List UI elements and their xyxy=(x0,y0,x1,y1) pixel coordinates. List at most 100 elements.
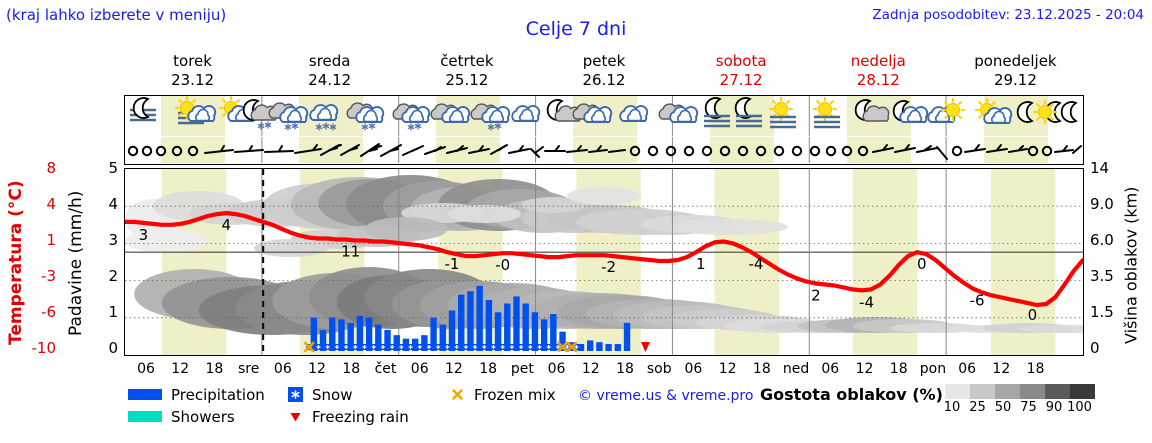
snow-marker xyxy=(370,344,377,350)
cloud-height-tick: 9.0 xyxy=(1090,195,1114,213)
snow-marker xyxy=(425,344,432,350)
time-tick-label: čet xyxy=(374,361,397,377)
snow-marker xyxy=(315,344,322,350)
temperature-tick: 4 xyxy=(46,195,56,213)
cloud-density-blob xyxy=(668,219,789,235)
day-column-torek: torek 23.12 xyxy=(124,52,261,92)
forecast-plot[interactable]: 3 4 11 -1 -0 -2 1 -4 2 -4 0 -6 0 xyxy=(124,168,1084,356)
cloud-density-blob xyxy=(125,229,208,253)
precipitation-tick: 0 xyxy=(108,339,118,357)
time-tick-label: pet xyxy=(510,361,534,377)
snow-marker xyxy=(481,344,488,350)
temperature-line xyxy=(125,211,1083,308)
cloud-density-tick: 90 xyxy=(1045,400,1063,415)
snow-marker xyxy=(343,344,350,350)
weather-icon-strip xyxy=(124,95,1084,137)
wind-barbs-svg xyxy=(127,137,1082,163)
cloud-density-step xyxy=(995,384,1020,399)
cloud-height-tick: 14 xyxy=(1090,159,1110,177)
time-tick-label: sre xyxy=(237,361,260,377)
snow-marker xyxy=(379,344,386,350)
precipitation-tick: 1 xyxy=(108,303,118,321)
temperature-tick: -10 xyxy=(31,339,57,357)
snow-marker xyxy=(508,344,515,350)
precipitation-bar xyxy=(467,291,474,351)
snow-marker xyxy=(453,344,460,350)
day-name: sreda xyxy=(308,52,351,70)
snow-marker xyxy=(333,344,340,350)
precipitation-bar xyxy=(319,329,327,351)
time-tick-label: 18 xyxy=(752,361,771,377)
legend-item-freezing-rain: Freezing rain xyxy=(288,406,409,427)
time-tick-label: 06 xyxy=(137,361,155,377)
legend-item-frozen-mix: Frozen mix xyxy=(450,384,556,405)
cloud-density-blob xyxy=(521,197,586,213)
time-tick-label: ned xyxy=(782,361,810,377)
legend-item-precipitation: Precipitation xyxy=(128,384,265,405)
cloud-density-blob xyxy=(567,187,641,205)
precipitation-axis-title: Padavine (mm/h) xyxy=(66,190,86,336)
legend-label-precipitation: Precipitation xyxy=(171,385,265,404)
snow-icon xyxy=(288,387,303,402)
day-column-ponedeljek: ponedeljek 29.12 xyxy=(947,52,1084,92)
snow-marker xyxy=(444,344,451,350)
precipitation-bar xyxy=(586,340,594,351)
snow-marker xyxy=(435,344,442,350)
day-name: nedelja xyxy=(850,52,906,70)
cloud-height-tick: 3.5 xyxy=(1090,267,1114,285)
forecast-plot-svg: 3 4 11 -1 -0 -2 1 -4 2 -4 0 -6 0 xyxy=(125,169,1083,355)
precipitation-bar xyxy=(623,322,631,351)
snow-marker xyxy=(352,344,359,350)
snow-marker xyxy=(472,344,479,350)
showers-swatch xyxy=(128,411,162,422)
temperature-value-label: 0 xyxy=(1028,306,1038,324)
cloud-density-step xyxy=(970,384,995,399)
time-axis: 06 12 18 sre 06 12 18 čet 06 12 18 pet 06 12 18 sob 06 12… xyxy=(124,360,1084,380)
time-tick-label: 06 xyxy=(273,361,292,377)
temperature-value-label: -4 xyxy=(859,293,874,311)
time-tick-label: 12 xyxy=(992,361,1011,377)
temperature-tick: -3 xyxy=(41,267,56,285)
snow-marker xyxy=(545,344,552,350)
cloud-height-tick: 0 xyxy=(1090,339,1100,357)
snow-marker xyxy=(416,344,423,350)
precipitation-bar xyxy=(430,317,437,351)
temperature-tick: 8 xyxy=(46,159,56,177)
precipitation-bar xyxy=(458,294,465,351)
precipitation-bar xyxy=(614,343,622,351)
copyright-label[interactable]: © vreme.us & vreme.pro xyxy=(578,388,754,404)
day-column-četrtek: četrtek 25.12 xyxy=(398,52,535,92)
location-menu-note[interactable]: (kraj lahko izberete v meniju) xyxy=(6,6,227,24)
frozen-mix-marker xyxy=(566,341,578,353)
precipitation-bar xyxy=(411,338,419,351)
time-tick-label: 18 xyxy=(616,361,634,377)
precipitation-tick: 2 xyxy=(108,267,118,285)
cloud-density-tick: 75 xyxy=(1020,400,1037,415)
snow-marker xyxy=(407,344,414,350)
day-date: 29.12 xyxy=(993,71,1037,89)
precipitation-bar xyxy=(375,324,382,351)
precipitation-bar xyxy=(522,303,529,351)
time-tick-label: 18 xyxy=(479,361,498,377)
snow-marker xyxy=(324,344,331,350)
precipitation-bar xyxy=(338,319,345,351)
precipitation-bar xyxy=(448,310,456,351)
cloud-density-tick: 10 xyxy=(943,400,961,415)
snow-marker xyxy=(573,344,580,350)
precipitation-bar xyxy=(531,312,539,351)
time-tick-label: 06 xyxy=(958,361,977,377)
precipitation-bar xyxy=(605,343,612,351)
cloud-density-colorbar-labels: 10 25 50 75 90 100 xyxy=(938,400,1108,418)
day-date: 24.12 xyxy=(308,71,352,89)
temperature-tick: -6 xyxy=(41,303,56,321)
legend-item-showers: Showers xyxy=(128,406,235,427)
temperature-value-label: 0 xyxy=(917,255,927,273)
snow-marker xyxy=(389,344,396,350)
precipitation-tick: 3 xyxy=(108,231,118,249)
precipitation-bar xyxy=(485,299,493,351)
legend-label-freezing-rain: Freezing rain xyxy=(312,407,409,426)
precipitation-tick: 4 xyxy=(108,195,118,213)
temperature-value-label: 4 xyxy=(222,216,232,234)
precipitation-bar xyxy=(421,335,428,351)
snow-marker xyxy=(554,344,561,350)
